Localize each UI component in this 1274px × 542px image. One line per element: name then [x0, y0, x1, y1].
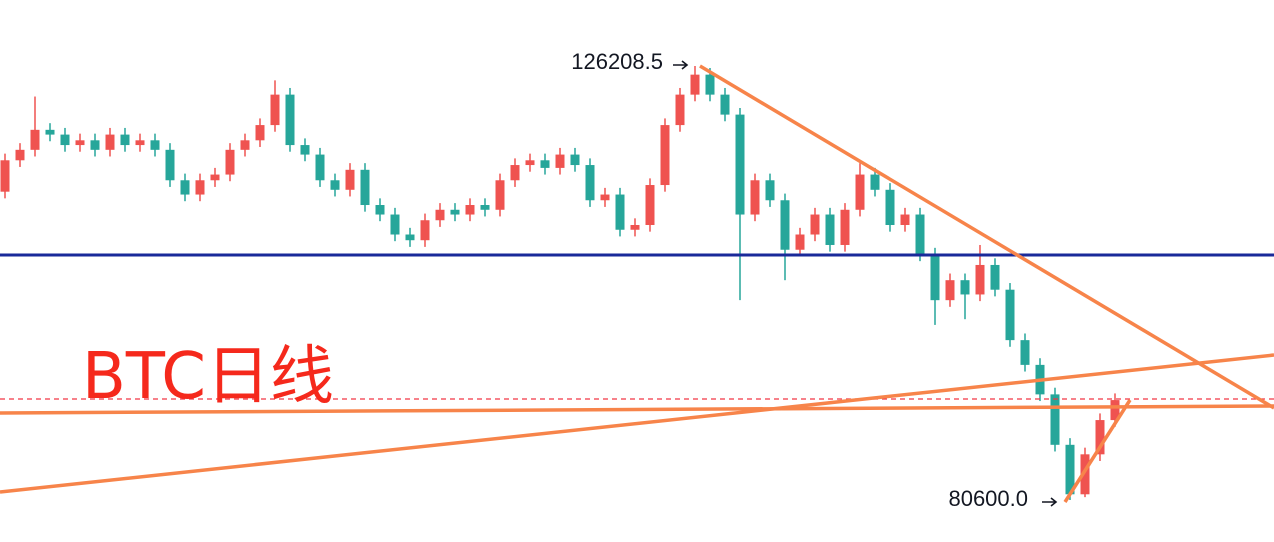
candle-body: [585, 165, 595, 201]
candle-body: [930, 254, 940, 301]
candle-body: [1110, 400, 1120, 421]
candle-body: [180, 180, 190, 195]
candle-body: [735, 114, 745, 215]
candle-body: [495, 180, 505, 210]
candle-body: [510, 165, 520, 181]
arrow: [673, 60, 689, 70]
candle-body: [975, 264, 985, 295]
candle-body: [810, 214, 820, 235]
trendline: [1063, 399, 1132, 503]
candle-body: [150, 140, 160, 150]
candle-body: [1065, 444, 1075, 495]
candle-body: [885, 189, 895, 225]
candle-body: [135, 140, 145, 146]
candle-body: [60, 134, 70, 146]
candle-body: [285, 94, 295, 146]
candle-body: [390, 214, 400, 235]
candle-body: [615, 194, 625, 230]
trendline: [0, 404, 1274, 415]
candle-body: [855, 174, 865, 210]
candle-body: [375, 205, 385, 215]
candle-body: [1020, 340, 1030, 365]
candle-body: [465, 205, 475, 215]
candle-body: [525, 160, 535, 166]
candle-body: [1005, 289, 1015, 341]
chart-title: BTC日线: [82, 340, 334, 414]
arrow: [1042, 497, 1058, 507]
candle-body: [675, 94, 685, 126]
candle-body: [825, 214, 835, 245]
candle-body: [240, 140, 250, 150]
candle-body: [945, 280, 955, 301]
candle-body: [570, 154, 580, 166]
candle-body: [1050, 394, 1060, 445]
candle-body: [120, 134, 130, 146]
candle-body: [15, 149, 25, 161]
candle-body: [75, 140, 85, 146]
candle-body: [330, 180, 340, 190]
candle-body: [165, 149, 175, 181]
trendlines: [0, 64, 1274, 503]
candle-body: [705, 74, 715, 95]
candle-body: [765, 180, 775, 201]
candle-body: [345, 169, 355, 190]
candle-body: [915, 214, 925, 255]
candle-body: [255, 125, 265, 141]
candle-body: [795, 234, 805, 250]
candle-body: [210, 174, 220, 181]
candle-body: [45, 129, 55, 135]
high-label: 126208.5: [571, 49, 663, 74]
candle-body: [600, 194, 610, 201]
candle-body: [840, 209, 850, 245]
candle-body: [540, 160, 550, 168]
candle-body: [405, 234, 415, 241]
candle-body: [645, 185, 655, 225]
candle-body: [30, 129, 40, 150]
candle-body: [435, 209, 445, 221]
candle-body: [630, 224, 640, 230]
candle-body: [555, 154, 565, 168]
candle-body: [870, 174, 880, 190]
candle-body: [960, 280, 970, 295]
candle-body: [270, 94, 280, 126]
candle-body: [780, 200, 790, 250]
candle-body: [300, 145, 310, 155]
candle-body: [1095, 420, 1105, 455]
candle-body: [750, 180, 760, 215]
candle-body: [1080, 454, 1090, 495]
candle-body: [660, 125, 670, 186]
candle-body: [90, 140, 100, 150]
candle-body: [720, 94, 730, 115]
candle-body: [480, 205, 490, 210]
trendline: [699, 64, 1274, 410]
candle-body: [105, 134, 115, 150]
candle-body: [195, 180, 205, 195]
low-label: 80600.0: [948, 486, 1028, 511]
candle-body: [450, 209, 460, 215]
candle-body: [360, 169, 370, 206]
candles: [0, 66, 1120, 500]
candle-body: [420, 220, 430, 241]
candle-body: [990, 264, 1000, 290]
trendline: [0, 353, 1274, 494]
candle-body: [315, 154, 325, 181]
candle-body: [225, 149, 235, 175]
candle-body: [690, 74, 700, 95]
candle-body: [900, 214, 910, 225]
candle-body: [0, 160, 10, 192]
